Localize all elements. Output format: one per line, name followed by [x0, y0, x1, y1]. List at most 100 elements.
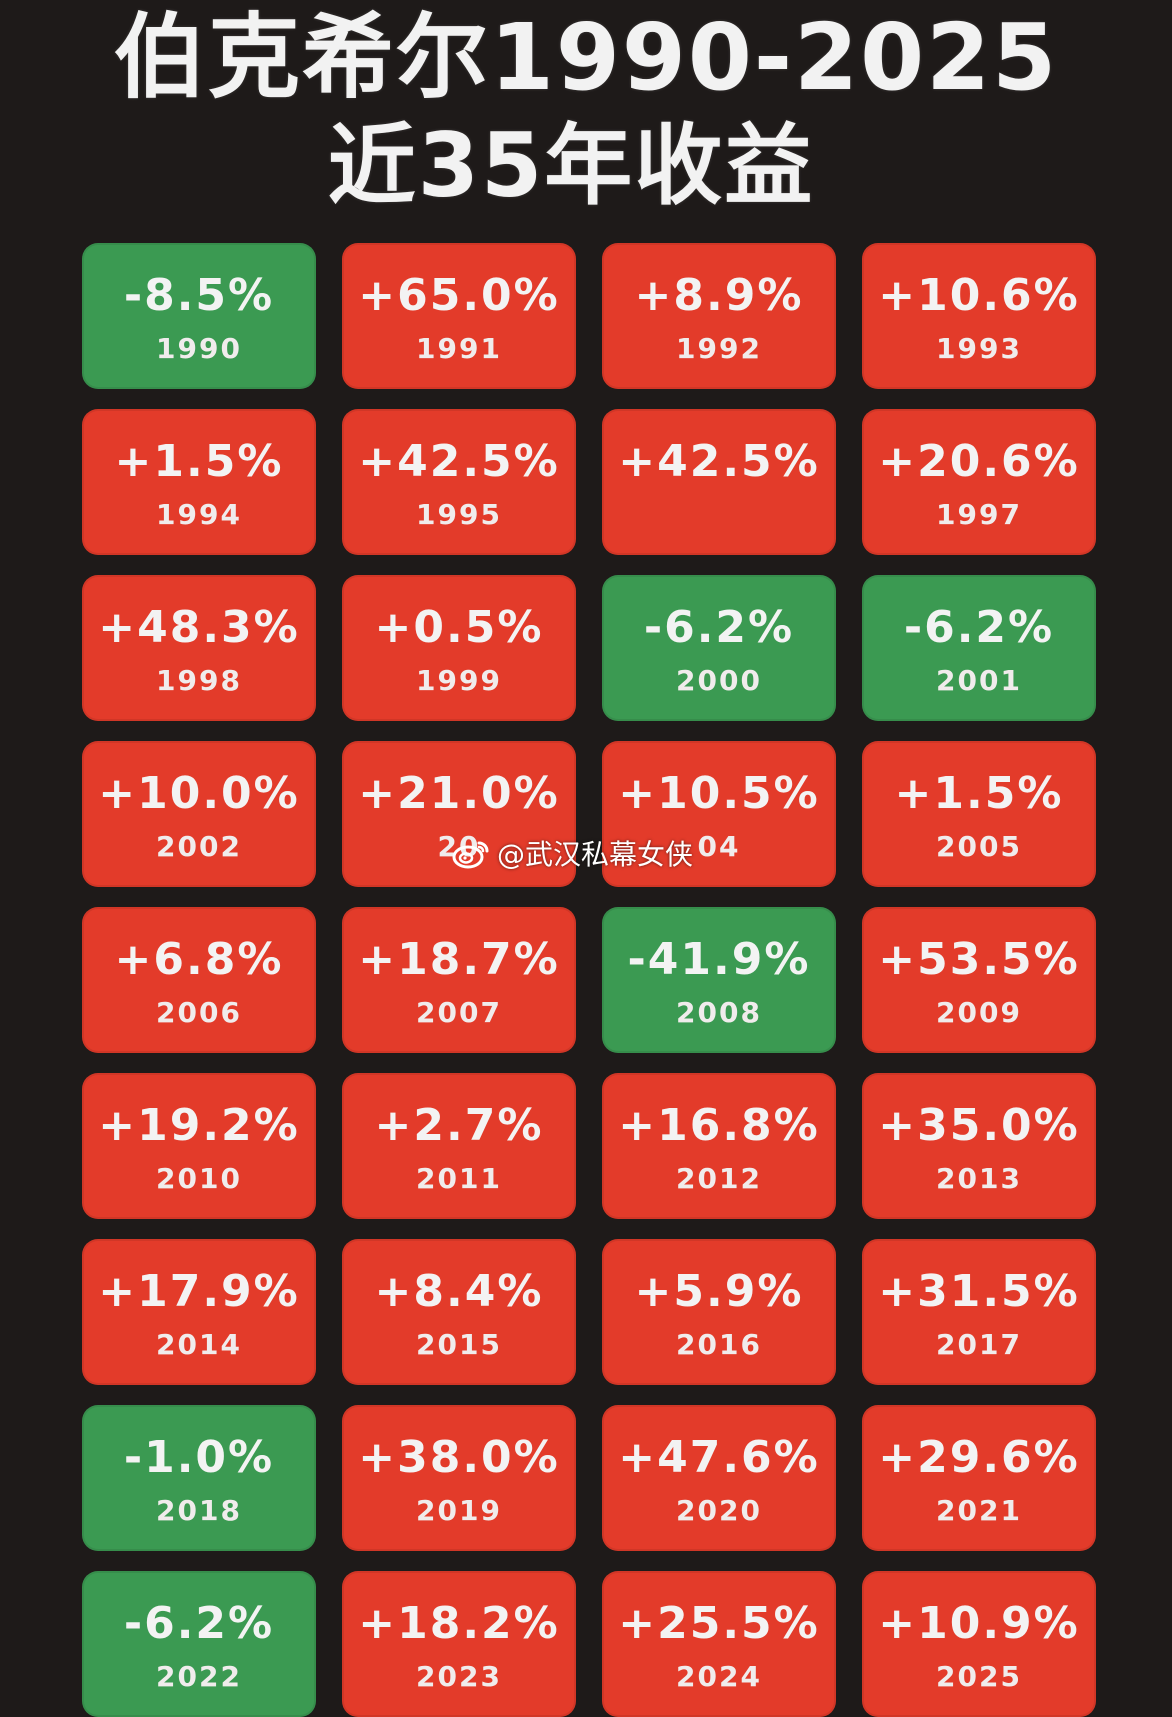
return-value: +25.5%	[618, 1598, 820, 1649]
return-year: 2006	[156, 996, 242, 1029]
return-year: 2001	[936, 664, 1022, 697]
return-tile: +1.5% 2005	[862, 741, 1096, 887]
return-year: 2021	[936, 1494, 1022, 1527]
return-year: 2024	[676, 1660, 762, 1693]
return-tile: -1.0% 2018	[82, 1405, 316, 1551]
page-title: 伯克希尔1990-2025	[113, 4, 1059, 111]
return-year: 1990	[156, 332, 242, 365]
return-tile: +0.5% 1999	[342, 575, 576, 721]
return-tile: +29.6% 2021	[862, 1405, 1096, 1551]
return-tile: +31.5% 2017	[862, 1239, 1096, 1385]
return-value: +10.5%	[618, 768, 820, 819]
return-tile: -6.2% 2001	[862, 575, 1096, 721]
return-value: +20.6%	[878, 436, 1080, 487]
return-tile: +42.5%	[602, 409, 836, 555]
return-value: +35.0%	[878, 1100, 1080, 1151]
return-value: +47.6%	[618, 1432, 820, 1483]
return-value: +48.3%	[98, 602, 300, 653]
return-year: 1992	[676, 332, 762, 365]
return-year: 2005	[936, 830, 1022, 863]
return-year: 1999	[416, 664, 502, 697]
return-tile: +16.8% 2012	[602, 1073, 836, 1219]
return-year: 2016	[676, 1328, 762, 1361]
return-value: -1.0%	[123, 1432, 275, 1483]
return-year: 2015	[416, 1328, 502, 1361]
return-value: +0.5%	[374, 602, 544, 653]
return-value: -8.5%	[123, 270, 275, 321]
return-value: +38.0%	[358, 1432, 560, 1483]
return-year: 2022	[156, 1660, 242, 1693]
return-year: 2014	[156, 1328, 242, 1361]
return-value: +10.0%	[98, 768, 300, 819]
return-year: 2008	[676, 996, 762, 1029]
return-year: 2013	[936, 1162, 1022, 1195]
return-year: 2010	[156, 1162, 242, 1195]
return-value: +29.6%	[878, 1432, 1080, 1483]
return-value: +2.7%	[374, 1100, 544, 1151]
return-tile: +10.6% 1993	[862, 243, 1096, 389]
return-year: 2023	[416, 1660, 502, 1693]
return-year: 04	[697, 830, 741, 863]
return-tile: +47.6% 2020	[602, 1405, 836, 1551]
return-value: +19.2%	[98, 1100, 300, 1151]
return-year: 1995	[416, 498, 502, 531]
return-tile: -6.2% 2022	[82, 1571, 316, 1717]
return-value: +18.2%	[358, 1598, 560, 1649]
return-value: +18.7%	[358, 934, 560, 985]
return-value: -41.9%	[627, 934, 811, 985]
return-year: 2000	[676, 664, 762, 697]
return-year: 1993	[936, 332, 1022, 365]
return-year: 2012	[676, 1162, 762, 1195]
return-tile: +10.5% 04	[602, 741, 836, 887]
return-year: 2019	[416, 1494, 502, 1527]
return-tile: +65.0% 1991	[342, 243, 576, 389]
return-tile: +2.7% 2011	[342, 1073, 576, 1219]
watermark: @武汉私幕女侠	[451, 833, 693, 873]
return-year: 2025	[936, 1660, 1022, 1693]
return-year: 1991	[416, 332, 502, 365]
return-value: +42.5%	[358, 436, 560, 487]
return-tile: -8.5% 1990	[82, 243, 316, 389]
return-value: +53.5%	[878, 934, 1080, 985]
return-value: -6.2%	[123, 1598, 275, 1649]
return-tile: +6.8% 2006	[82, 907, 316, 1053]
watermark-text: @武汉私幕女侠	[497, 838, 694, 871]
return-year: 2017	[936, 1328, 1022, 1361]
return-year: 2007	[416, 996, 502, 1029]
return-value: -6.2%	[643, 602, 795, 653]
return-value: +65.0%	[358, 270, 560, 321]
return-tile: -6.2% 2000	[602, 575, 836, 721]
return-value: +21.0%	[358, 768, 560, 819]
return-tile: +48.3% 1998	[82, 575, 316, 721]
return-year: 2002	[156, 830, 242, 863]
return-tile: +10.0% 2002	[82, 741, 316, 887]
return-value: +8.4%	[374, 1266, 544, 1317]
return-value: +6.8%	[114, 934, 284, 985]
return-value: +17.9%	[98, 1266, 300, 1317]
return-tile: +18.2% 2023	[342, 1571, 576, 1717]
return-tile: +5.9% 2016	[602, 1239, 836, 1385]
return-tile: +21.0% 20	[342, 741, 576, 887]
return-value: +10.9%	[878, 1598, 1080, 1649]
return-value: +8.9%	[634, 270, 804, 321]
return-value: +1.5%	[114, 436, 284, 487]
return-value: -6.2%	[903, 602, 1055, 653]
weibo-icon	[451, 837, 491, 869]
return-tile: +17.9% 2014	[82, 1239, 316, 1385]
return-value: +5.9%	[634, 1266, 804, 1317]
return-value: +1.5%	[894, 768, 1064, 819]
return-year: 2011	[416, 1162, 502, 1195]
return-tile: +8.9% 1992	[602, 243, 836, 389]
return-year: 1997	[936, 498, 1022, 531]
return-value: +16.8%	[618, 1100, 820, 1151]
return-tile: +53.5% 2009	[862, 907, 1096, 1053]
return-year: 1998	[156, 664, 242, 697]
return-tile: +20.6% 1997	[862, 409, 1096, 555]
return-tile: +19.2% 2010	[82, 1073, 316, 1219]
return-value: +42.5%	[618, 436, 820, 487]
return-tile: -41.9% 2008	[602, 907, 836, 1053]
return-year: 2009	[936, 996, 1022, 1029]
return-tile: +25.5% 2024	[602, 1571, 836, 1717]
return-year: 1994	[156, 498, 242, 531]
page-subtitle: 近35年收益	[327, 114, 815, 217]
